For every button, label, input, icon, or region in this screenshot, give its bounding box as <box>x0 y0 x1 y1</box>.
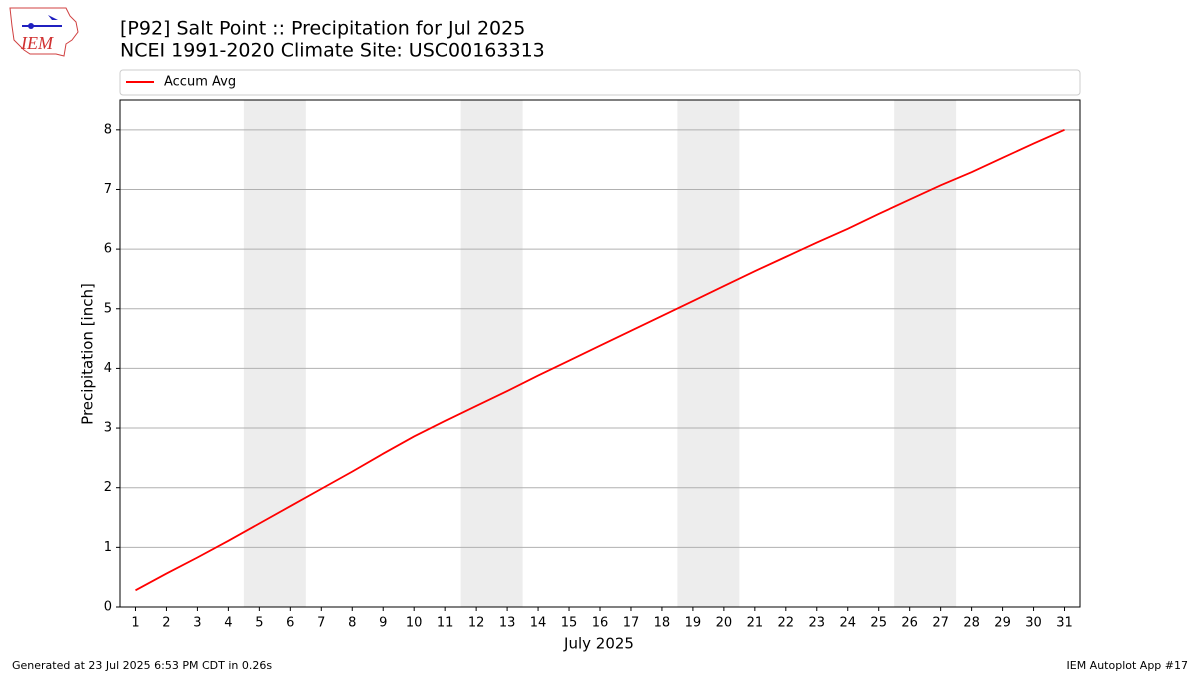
y-axis-label: Precipitation [inch] <box>79 283 97 425</box>
weekend-band <box>243 100 306 607</box>
x-axis-label: July 2025 <box>563 635 634 653</box>
x-tick-label: 25 <box>870 616 887 631</box>
x-tick-label: 13 <box>499 616 516 631</box>
y-tick-label: 6 <box>104 242 112 257</box>
plot-frame <box>119 99 1081 608</box>
x-tick-label: 4 <box>224 616 232 631</box>
y-tick-label: 2 <box>104 480 112 495</box>
x-tick-label: 9 <box>379 616 387 631</box>
x-tick-label: 7 <box>317 616 325 631</box>
y-tick-label: 7 <box>104 182 112 197</box>
x-tick-label: 2 <box>162 616 170 631</box>
x-tick-label: 15 <box>561 616 578 631</box>
footer-right: IEM Autoplot App #17 <box>1067 659 1189 672</box>
y-tick-label: 4 <box>104 361 112 376</box>
legend-box <box>119 69 1081 96</box>
x-tick-label: 18 <box>654 616 671 631</box>
x-tick-label: 22 <box>778 616 795 631</box>
x-tick-label: 17 <box>623 616 640 631</box>
x-tick-label: 11 <box>437 616 454 631</box>
x-tick-label: 21 <box>747 616 764 631</box>
x-tick-label: 31 <box>1056 616 1073 631</box>
x-tick-label: 16 <box>592 616 609 631</box>
x-tick-label: 29 <box>994 616 1011 631</box>
x-tick-label: 19 <box>685 616 702 631</box>
data-line <box>135 129 1065 592</box>
weekend-band <box>677 100 740 607</box>
weekend-band <box>460 100 523 607</box>
y-tick-label: 5 <box>104 301 112 316</box>
y-tick-label: 1 <box>104 540 112 555</box>
y-tick-label: 3 <box>104 421 112 436</box>
x-tick-label: 28 <box>963 616 980 631</box>
x-tick-label: 27 <box>932 616 949 631</box>
x-tick-label: 24 <box>839 616 856 631</box>
chart-subtitle: NCEI 1991-2020 Climate Site: USC00163313 <box>120 40 545 62</box>
legend-label: Accum Avg <box>164 75 236 90</box>
x-tick-label: 5 <box>255 616 263 631</box>
x-tick-label: 30 <box>1025 616 1042 631</box>
y-tick-label: 0 <box>104 600 112 615</box>
x-tick-label: 6 <box>286 616 294 631</box>
x-tick-label: 26 <box>901 616 918 631</box>
footer-left: Generated at 23 Jul 2025 6:53 PM CDT in … <box>12 659 272 672</box>
x-tick-label: 3 <box>193 616 201 631</box>
logo: IEM <box>9 7 79 57</box>
x-tick-label: 8 <box>348 616 356 631</box>
x-tick-label: 20 <box>716 616 733 631</box>
x-tick-label: 14 <box>530 616 547 631</box>
x-tick-label: 1 <box>131 616 139 631</box>
weekend-band <box>894 100 957 607</box>
x-tick-label: 10 <box>406 616 423 631</box>
y-tick-label: 8 <box>104 122 112 137</box>
logo-text: IEM <box>20 33 54 53</box>
chart-title: [P92] Salt Point :: Precipitation for Ju… <box>120 18 525 40</box>
x-tick-label: 12 <box>468 616 485 631</box>
x-tick-label: 23 <box>809 616 826 631</box>
